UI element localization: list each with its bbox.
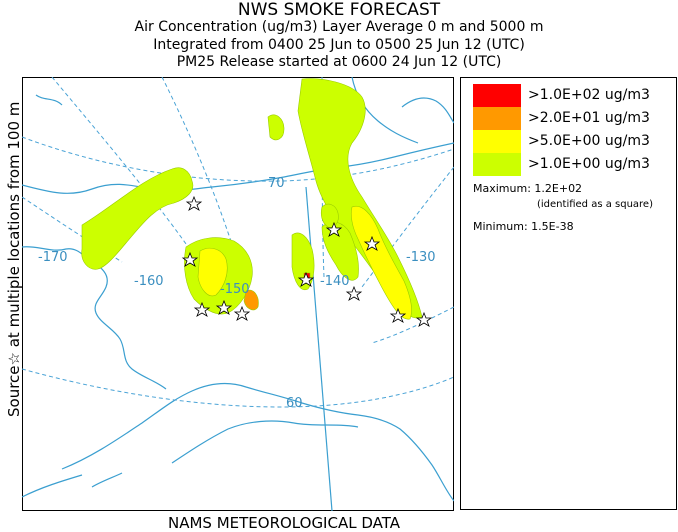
legend-item: >1.0E+00 ug/m3 xyxy=(473,153,673,176)
source-height-label: Source☆ at multiple locations from 100 m xyxy=(5,101,23,417)
source-star-icon xyxy=(215,299,233,315)
legend-swatch xyxy=(473,153,521,176)
border-line xyxy=(305,186,333,511)
source-star-icon xyxy=(297,271,315,287)
source-star-icon xyxy=(181,251,199,267)
source-star-icon xyxy=(345,285,363,301)
legend-label: >1.0E+02 ug/m3 xyxy=(528,87,650,103)
minimum-value: Minimum: 1.5E-38 xyxy=(473,220,574,233)
source-star-icon xyxy=(415,311,433,327)
source-star-icon xyxy=(233,305,251,321)
source-star-icon xyxy=(389,307,407,323)
legend-item: >5.0E+00 ug/m3 xyxy=(473,130,673,153)
smoke-plumes xyxy=(81,78,423,320)
legend-item: >1.0E+02 ug/m3 xyxy=(473,84,673,107)
lon-150-label: -150 xyxy=(220,282,250,297)
legend-label: >2.0E+01 ug/m3 xyxy=(528,110,650,126)
lon-130-label: -130 xyxy=(406,250,436,265)
concentration-subtitle: Air Concentration (ug/m3) Layer Average … xyxy=(134,19,544,35)
source-star-icon xyxy=(325,221,343,237)
forecast-title: NWS SMOKE FORECAST xyxy=(237,0,441,20)
lon-170-label: -170 xyxy=(38,250,68,265)
data-source-label: NAMS METEOROLOGICAL DATA xyxy=(168,514,400,532)
source-markers xyxy=(181,195,433,327)
integration-period: Integrated from 0400 25 Jun to 0500 25 J… xyxy=(153,37,525,53)
lat-70-label: 70 xyxy=(268,176,285,191)
legend-label: >1.0E+00 ug/m3 xyxy=(528,156,650,172)
maximum-value: Maximum: 1.2E+02 xyxy=(473,182,583,195)
lat-60-label: 60 xyxy=(286,396,303,411)
legend-swatch xyxy=(473,130,521,153)
lon-160-label: -160 xyxy=(134,274,164,289)
coastline xyxy=(22,77,454,502)
legend-item: >2.0E+01 ug/m3 xyxy=(473,107,673,130)
maximum-note: (identified as a square) xyxy=(537,199,653,210)
lon-140-label: -140 xyxy=(320,274,350,289)
legend-panel: >1.0E+02 ug/m3 >2.0E+01 ug/m3 >5.0E+00 u… xyxy=(460,77,677,510)
legend-swatch xyxy=(473,107,521,130)
source-star-icon xyxy=(363,235,381,251)
source-star-icon xyxy=(193,301,211,317)
source-star-icon xyxy=(185,195,203,211)
legend-swatch xyxy=(473,84,521,107)
release-info: PM25 Release started at 0600 24 Jun 12 (… xyxy=(176,54,502,70)
legend-label: >5.0E+00 ug/m3 xyxy=(528,133,650,149)
graticule-labels: 70 60 -170 -160 -150 -140 -130 xyxy=(38,176,436,411)
smoke-map: 70 60 -170 -160 -150 -140 -130 xyxy=(22,77,454,511)
